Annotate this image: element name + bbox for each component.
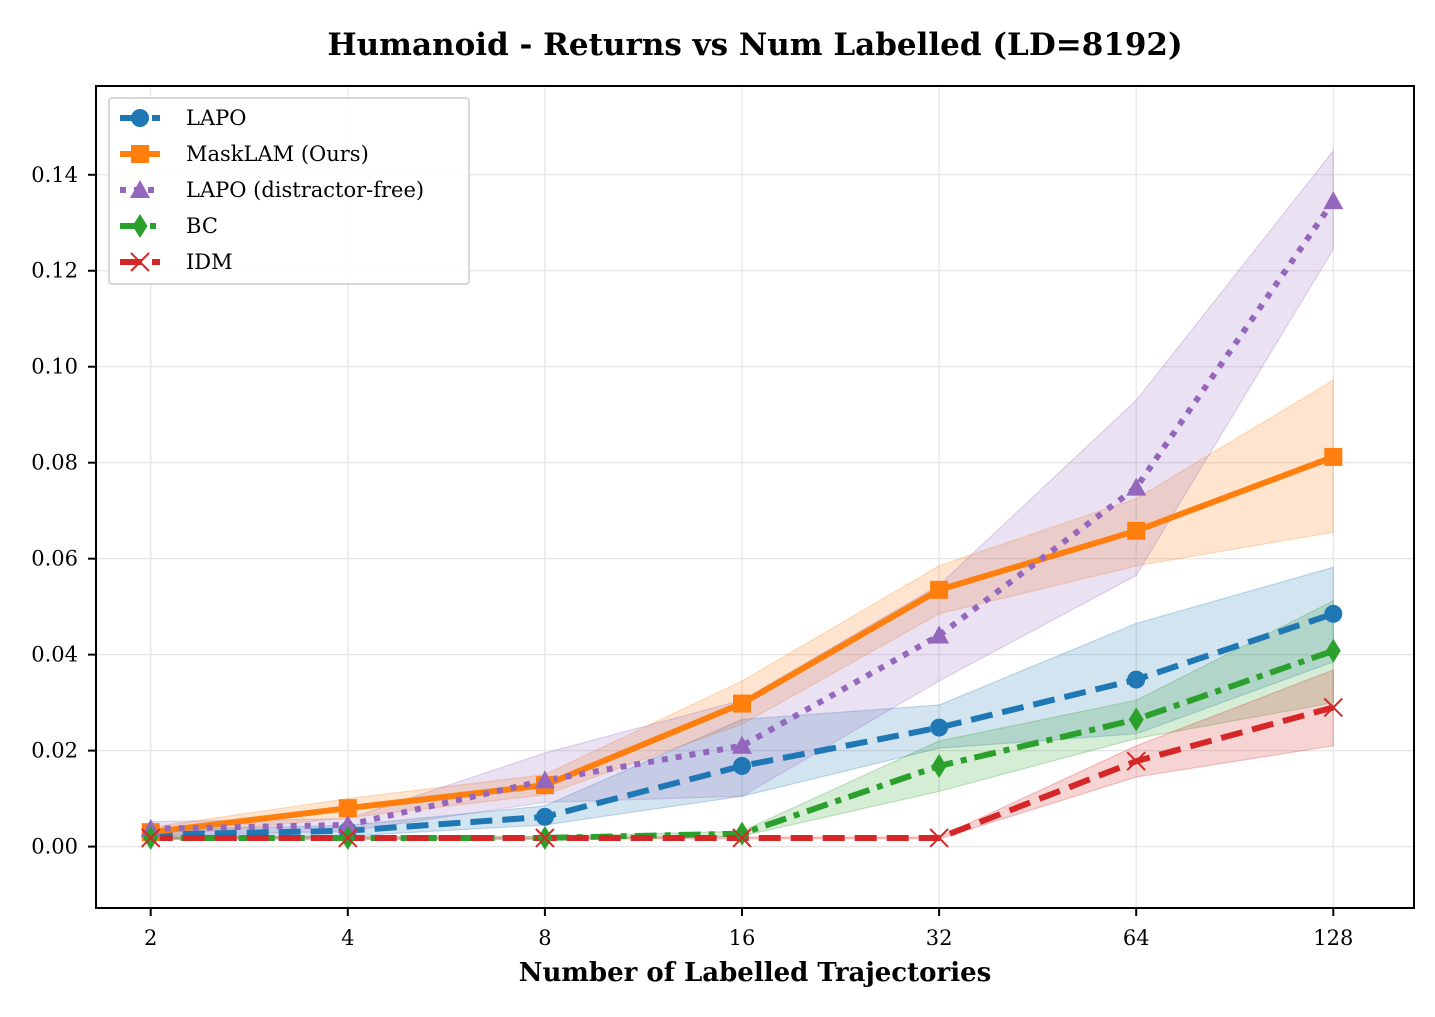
- marker-lapo: [535, 807, 554, 826]
- marker-masklam-ours: [733, 694, 752, 713]
- x-tick-label: 2: [144, 926, 157, 950]
- marker-idm: [1323, 697, 1344, 718]
- y-tick-label: 0.00: [31, 835, 78, 859]
- marker-masklam-ours: [338, 799, 357, 818]
- marker-lapo: [1324, 604, 1343, 623]
- legend-label-lapo: LAPO: [186, 106, 246, 130]
- marker-idm: [140, 828, 161, 848]
- x-axis-label: Number of Labelled Trajectories: [519, 958, 992, 988]
- legend: LAPO MaskLAM (Ours) LAPO (distractor-free)…: [108, 97, 470, 285]
- y-tick-label: 0.08: [31, 451, 78, 475]
- y-tick-label: 0.10: [31, 355, 78, 379]
- legend-label-bc: BC: [186, 214, 218, 238]
- marker-lapo-distractor-free: [1126, 477, 1147, 496]
- marker-bc: [931, 753, 947, 778]
- y-tick-label: 0.12: [31, 259, 78, 283]
- legend-marker-lapo: [131, 109, 149, 127]
- marker-lapo-distractor-free: [534, 770, 555, 789]
- marker-idm: [732, 828, 752, 848]
- x-tick-label: 16: [729, 926, 756, 950]
- marker-lapo-distractor-free: [1323, 191, 1344, 210]
- y-tick-label: 0.06: [31, 547, 78, 571]
- axis-ticks: 2 4 8 16 32 64 128 0.00 0.02 0.04 0.06 0.08 0.10 0.12…: [31, 163, 1353, 950]
- marker-bc: [734, 821, 750, 846]
- x-tick-label: 8: [538, 926, 551, 950]
- plot-frame: [95, 85, 1415, 909]
- marker-idm: [338, 828, 358, 848]
- legend-marker-masklam-ours: [131, 145, 149, 163]
- marker-idm: [535, 828, 555, 848]
- marker-masklam-ours: [930, 580, 949, 599]
- legend-label-idm: IDM: [186, 250, 233, 274]
- x-tick-label: 4: [341, 926, 354, 950]
- marker-lapo: [930, 718, 949, 737]
- x-tick-label: 32: [926, 926, 953, 950]
- marker-bc: [1325, 638, 1341, 663]
- marker-masklam-ours: [1127, 521, 1146, 540]
- legend-label-lapo-distractor-free: LAPO (distractor-free): [186, 178, 424, 202]
- legend-box: [108, 97, 470, 285]
- legend-label-masklam-ours: MaskLAM (Ours): [186, 142, 369, 166]
- marker-lapo-distractor-free: [732, 735, 753, 754]
- x-tick-label: 64: [1123, 926, 1150, 950]
- y-tick-label: 0.04: [31, 643, 78, 667]
- legend-marker-lapo-distractor-free: [130, 180, 150, 198]
- marker-lapo-distractor-free: [337, 814, 358, 833]
- grid-layer: [96, 86, 1414, 908]
- marker-lapo: [733, 756, 752, 775]
- marker-bc: [1128, 707, 1144, 732]
- legend-marker-idm: [130, 252, 150, 272]
- marker-lapo: [1127, 670, 1146, 689]
- series-markers: [140, 191, 1344, 850]
- marker-idm: [1126, 751, 1146, 771]
- marker-masklam-ours: [1324, 447, 1343, 466]
- band-masklam-ours: [150, 379, 1334, 838]
- legend-marker-bc: [132, 214, 148, 238]
- marker-lapo-distractor-free: [929, 625, 950, 644]
- chart-title: Humanoid - Returns vs Num Labelled (LD=8…: [327, 27, 1182, 63]
- x-tick-label: 128: [1313, 926, 1353, 950]
- band-lapo-distractor-free: [150, 149, 1334, 837]
- y-tick-label: 0.14: [31, 163, 78, 187]
- y-tick-label: 0.02: [31, 739, 78, 763]
- marker-idm: [929, 828, 949, 848]
